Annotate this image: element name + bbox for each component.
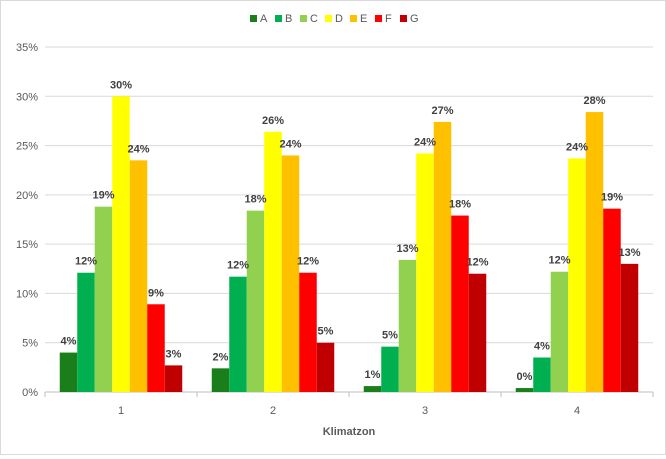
data-label: 12% <box>466 257 488 269</box>
x-tick-label: 4 <box>574 405 580 417</box>
x-tick-label: 1 <box>118 405 124 417</box>
x-tick-label: 3 <box>422 405 428 417</box>
bar-A-3 <box>363 386 382 392</box>
bar-D-1 <box>112 96 130 393</box>
bar-D-4 <box>568 158 586 392</box>
y-tick-label: 20% <box>16 190 38 202</box>
legend-label: A <box>260 13 268 25</box>
data-label: 18% <box>449 199 471 211</box>
data-label: 1% <box>365 369 381 381</box>
bar-F-4 <box>603 208 621 392</box>
data-label: 30% <box>110 79 132 91</box>
data-labels: 4% 12% 19% 30% 24% 9% 3% 2% 12% 18% 26% 24% 12% 5% 1% 5… <box>61 79 641 383</box>
bar-D-3 <box>416 153 434 392</box>
bar-C-4 <box>550 271 569 392</box>
data-label: 5% <box>318 326 334 338</box>
data-label: 3% <box>166 348 182 360</box>
data-label: 24% <box>127 143 149 155</box>
legend-swatch-E <box>350 15 357 22</box>
bar-E-1 <box>129 160 148 392</box>
data-label: 4% <box>61 336 77 348</box>
data-label: 12% <box>227 260 249 272</box>
data-label: 19% <box>601 192 623 204</box>
data-label: 13% <box>618 247 640 259</box>
bar-G-4 <box>620 263 639 392</box>
legend-label: E <box>360 13 367 25</box>
bar-B-1 <box>77 272 95 392</box>
data-label: 12% <box>548 255 570 267</box>
bar-F-1 <box>147 304 165 392</box>
legend-label: G <box>410 13 419 25</box>
y-tick-label: 35% <box>16 42 38 54</box>
data-label: 12% <box>297 256 319 268</box>
y-tick-label: 10% <box>16 288 38 300</box>
data-label: 2% <box>213 351 229 363</box>
data-label: 24% <box>279 138 301 150</box>
bar-E-4 <box>585 112 604 393</box>
bar-G-2 <box>316 342 335 392</box>
y-tick-label: 15% <box>16 239 38 251</box>
bar-E-3 <box>433 121 452 393</box>
legend-swatch-B <box>275 15 282 22</box>
data-label: 28% <box>583 95 605 107</box>
bar-C-2 <box>246 210 265 392</box>
data-label: 24% <box>414 136 436 148</box>
bar-F-2 <box>299 272 317 392</box>
legend: A B C D E F G <box>250 13 419 25</box>
bar-B-4 <box>533 357 551 392</box>
bars <box>59 96 639 393</box>
data-label: 0% <box>517 371 533 383</box>
data-label: 9% <box>148 287 164 299</box>
bar-A-4 <box>515 388 534 392</box>
data-label: 19% <box>92 190 114 202</box>
data-label: 12% <box>75 256 97 268</box>
bar-C-1 <box>94 206 113 392</box>
x-tick-label: 2 <box>270 405 276 417</box>
x-axis-title: Klimatzon <box>323 426 376 438</box>
legend-swatch-G <box>400 15 407 22</box>
bar-B-2 <box>229 276 247 392</box>
bar-B-3 <box>381 346 399 392</box>
y-axis-ticks: 0% 5% 10% 15% 20% 25% 30% 35% <box>16 42 38 399</box>
legend-label: D <box>335 13 343 25</box>
bar-A-2 <box>211 368 230 392</box>
data-label: 5% <box>382 330 398 342</box>
legend-swatch-D <box>325 15 332 22</box>
y-tick-label: 0% <box>22 387 38 399</box>
data-label: 24% <box>566 141 588 153</box>
y-tick-label: 5% <box>22 338 38 350</box>
bar-C-3 <box>398 259 417 392</box>
legend-label: B <box>285 13 292 25</box>
legend-swatch-A <box>250 15 257 22</box>
bar-D-2 <box>264 131 282 392</box>
data-label: 26% <box>262 115 284 127</box>
bar-E-2 <box>281 155 300 392</box>
bar-F-3 <box>451 215 469 392</box>
x-axis-ticks: 1 2 3 4 <box>44 392 654 417</box>
y-tick-label: 25% <box>16 141 38 153</box>
legend-label: C <box>310 13 318 25</box>
bar-G-1 <box>164 365 183 392</box>
bar-A-1 <box>59 352 78 392</box>
data-label: 27% <box>431 105 453 117</box>
data-label: 4% <box>534 341 550 353</box>
data-label: 13% <box>396 243 418 255</box>
y-tick-label: 30% <box>16 91 38 103</box>
legend-swatch-C <box>300 15 307 22</box>
data-label: 18% <box>244 194 266 206</box>
legend-label: F <box>385 13 392 25</box>
legend-swatch-F <box>375 15 382 22</box>
bar-G-3 <box>468 273 487 392</box>
